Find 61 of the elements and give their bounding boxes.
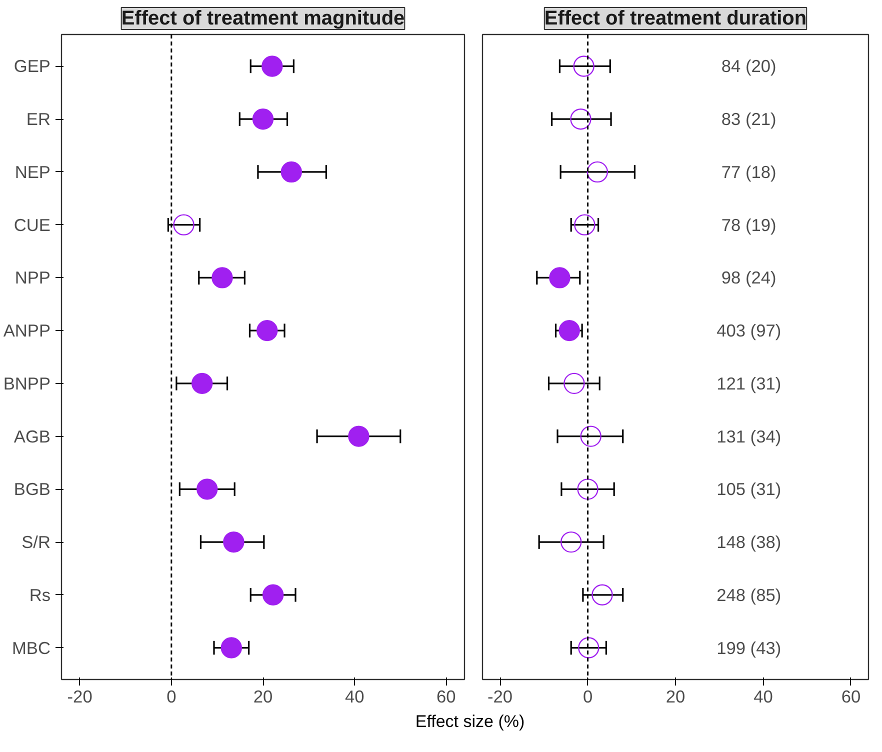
- annotation: 77 (18): [721, 162, 776, 182]
- point: [262, 584, 284, 606]
- point: [348, 426, 370, 447]
- y-tick-label: Rs: [29, 584, 51, 605]
- point: [577, 478, 598, 500]
- annotation: 84 (20): [721, 56, 776, 76]
- x-tick-label: 60: [436, 686, 456, 706]
- point: [223, 531, 244, 553]
- point: [280, 161, 302, 183]
- x-tick-label: 0: [166, 686, 176, 706]
- annotation: 131 (34): [716, 426, 782, 446]
- annotation: 199 (43): [716, 638, 782, 658]
- x-tick-label: 20: [666, 686, 686, 706]
- point: [196, 478, 218, 500]
- point: [212, 267, 233, 288]
- y-tick-label: GEP: [14, 56, 51, 76]
- x-tick-label: 40: [344, 686, 364, 706]
- point: [578, 637, 600, 658]
- y-tick-label: NPP: [14, 268, 51, 288]
- x-tick-label: -20: [67, 686, 92, 706]
- annotation: 98 (24): [721, 268, 776, 288]
- annotation: 121 (31): [716, 373, 782, 394]
- annotation: 78 (19): [721, 214, 776, 235]
- y-tick-label: AGB: [14, 426, 51, 446]
- point: [173, 214, 194, 236]
- point: [586, 161, 608, 183]
- point: [574, 214, 596, 236]
- y-tick-label: CUE: [14, 214, 51, 235]
- y-tick-label: S/R: [22, 532, 51, 552]
- annotation: 248 (85): [716, 584, 782, 605]
- point: [549, 267, 570, 288]
- chart-title: Effect of treatment magnitude: [121, 8, 405, 30]
- point: [252, 108, 274, 130]
- annotation: 83 (21): [721, 109, 776, 130]
- point: [256, 320, 278, 342]
- x-tick-label: 60: [841, 686, 861, 706]
- y-tick-label: ANPP: [3, 320, 50, 341]
- point: [558, 320, 580, 342]
- chart-title: Effect of treatment duration: [544, 8, 807, 30]
- point: [580, 426, 602, 447]
- x-tick-label: 0: [582, 686, 593, 706]
- y-tick-label: BNPP: [3, 373, 50, 394]
- point: [573, 56, 594, 77]
- point: [592, 584, 613, 606]
- x-tick-label: 20: [253, 686, 273, 706]
- annotation: 148 (38): [716, 532, 782, 552]
- point: [262, 56, 283, 77]
- annotation: 105 (31): [716, 479, 782, 500]
- annotation: 403 (97): [716, 320, 782, 341]
- y-tick-label: ER: [26, 109, 51, 130]
- y-tick-label: BGB: [14, 479, 51, 500]
- x-axis-title: Effect size (%): [415, 711, 525, 733]
- point: [191, 372, 213, 394]
- x-tick-label: -20: [488, 686, 513, 706]
- y-tick-label: NEP: [14, 162, 51, 182]
- y-tick-label: MBC: [12, 638, 51, 658]
- point: [220, 637, 242, 658]
- x-tick-label: 40: [754, 686, 773, 706]
- point: [560, 531, 582, 553]
- point: [564, 372, 585, 394]
- point: [570, 108, 592, 130]
